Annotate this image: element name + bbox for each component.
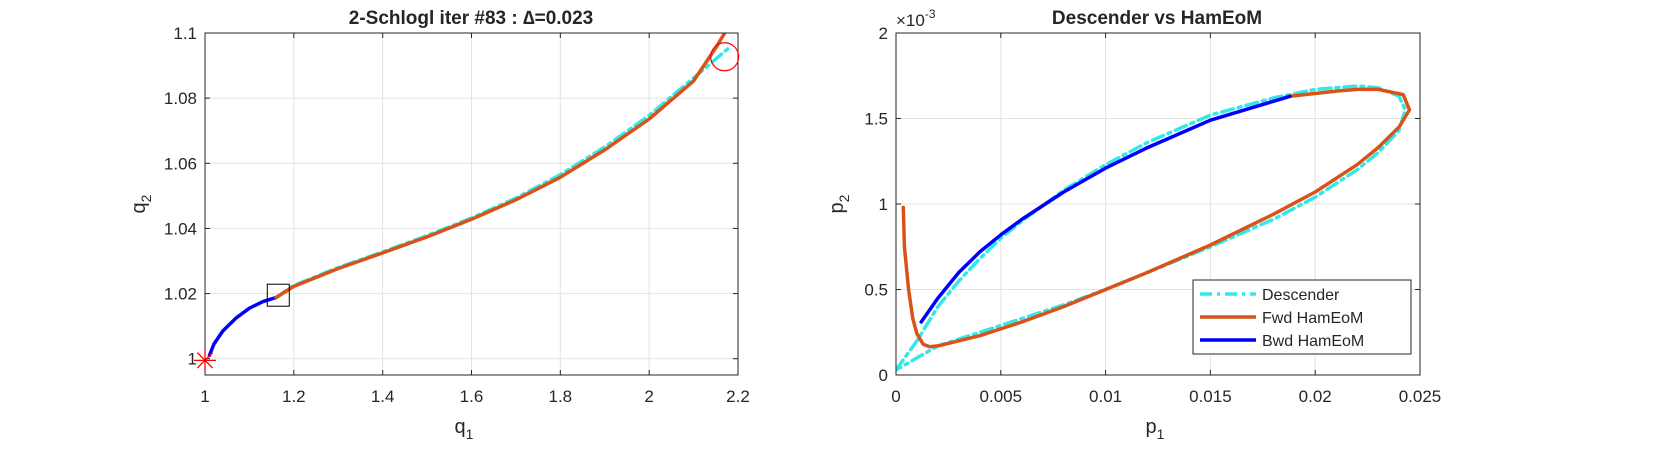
left-x-tick-label: 1 <box>200 387 209 406</box>
left-x-tick-label: 1.6 <box>460 387 484 406</box>
legend-label-bwd-hameom: Bwd HamEoM <box>1262 333 1364 350</box>
right-y-tick-label: 0 <box>879 366 888 385</box>
left-grid <box>204 32 739 375</box>
right-y-tick-label: 2 <box>879 24 888 43</box>
right-ticks: 0 0.005 0.01 0.015 0.02 0.025 0 0.5 1 1.5 2 <box>864 24 1441 406</box>
left-x-tick-label: 2.2 <box>726 387 750 406</box>
legend-label-fwd-hameom: Fwd HamEoM <box>1262 310 1363 327</box>
right-x-axis-label: p1 <box>1146 416 1165 442</box>
right-y-tick-label: 1.5 <box>864 110 888 129</box>
right-y-axis-label: p2 <box>826 194 852 213</box>
right-x-tick-label: 0.005 <box>980 387 1023 406</box>
left-y-tick-label: 1.04 <box>164 219 197 238</box>
left-y-tick-label: 1.08 <box>164 89 197 108</box>
right-x-tick-label: 0.02 <box>1299 387 1332 406</box>
right-x-tick-label: 0 <box>891 387 900 406</box>
right-x-tick-label: 0.025 <box>1399 387 1442 406</box>
right-chart-title: Descender vs HamEoM <box>1052 8 1262 29</box>
left-axes: 1 1.2 1.4 1.6 1.8 2 2.2 1 1.02 1.04 1.06 1.08 1.1 2-… <box>128 8 750 442</box>
right-y-tick-label: 0.5 <box>864 281 888 300</box>
left-markers <box>194 42 740 372</box>
legend: Descender Fwd HamEoM Bwd HamEoM <box>1192 279 1412 355</box>
left-x-axis-label: q1 <box>455 416 474 442</box>
left-series-2-line <box>274 33 727 300</box>
right-data-layer <box>896 84 1412 372</box>
left-x-tick-label: 2 <box>644 387 653 406</box>
right-x-tick-label: 0.01 <box>1089 387 1122 406</box>
left-y-tick-label: 1.1 <box>173 24 197 43</box>
start-star-marker <box>194 349 216 372</box>
left-chart-title: 2-Schlogl iter #83 : ∆=0.023 <box>349 8 594 29</box>
left-x-tick-label: 1.8 <box>549 387 573 406</box>
right-y-tick-label: 1 <box>879 195 888 214</box>
end-circle-marker <box>710 42 740 72</box>
left-y-tick-label: 1.02 <box>164 285 197 304</box>
legend-label-descender: Descender <box>1262 287 1340 304</box>
square-marker <box>266 283 290 307</box>
left-y-axis-label: q2 <box>128 194 154 213</box>
right-axes: 0 0.005 0.01 0.015 0.02 0.025 0 0.5 1 1.5 2 Descen… <box>826 7 1441 442</box>
left-y-tick-label: 1.06 <box>164 154 197 173</box>
right-exponent-label: ×10-3 <box>896 7 936 30</box>
right-series-2-line <box>919 94 1292 324</box>
right-series-1-line <box>901 87 1412 349</box>
left-x-tick-label: 1.4 <box>371 387 395 406</box>
right-x-tick-label: 0.015 <box>1189 387 1232 406</box>
left-data-layer <box>207 33 731 358</box>
left-ticks: 1 1.2 1.4 1.6 1.8 2 2.2 1 1.02 1.04 1.06 1.08 1.1 <box>164 24 750 406</box>
left-x-tick-label: 1.2 <box>282 387 306 406</box>
left-series-1-line <box>207 295 278 358</box>
left-y-tick-label: 1 <box>188 350 197 369</box>
